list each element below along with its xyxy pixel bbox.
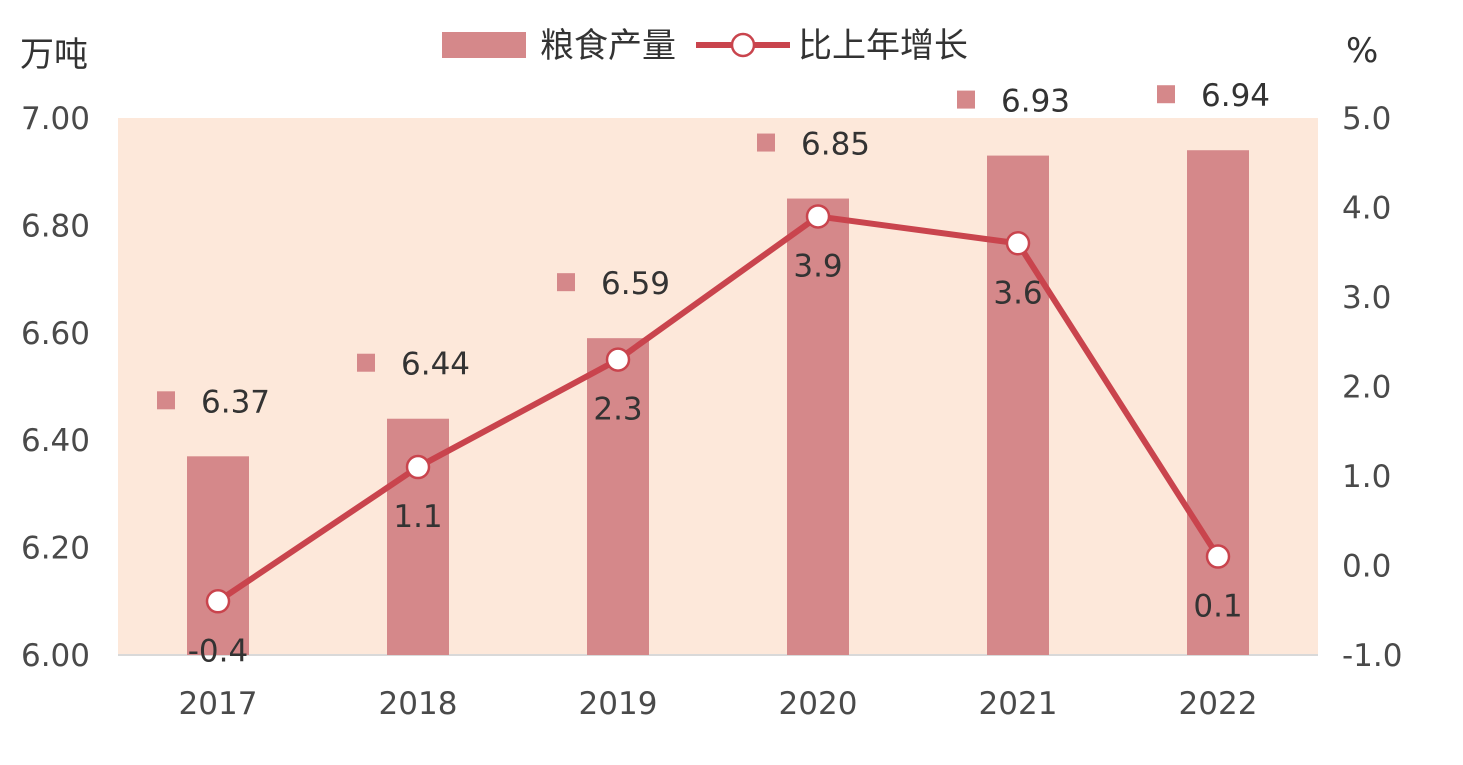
x-tick-label: 2020 — [779, 686, 858, 722]
right-tick-label: 5.0 — [1342, 101, 1391, 137]
bar-label-marker — [757, 133, 775, 152]
bar-label-marker — [1157, 85, 1175, 104]
bar-data-label: 6.93 — [1001, 84, 1070, 120]
bar-data-labels: 6.37 6.44 6.59 6.85 6.93 6.94 — [157, 78, 1270, 420]
left-tick-label: 7.00 — [21, 101, 90, 137]
right-tick-label: 4.0 — [1342, 191, 1391, 227]
line-series — [205, 204, 1231, 614]
line-point — [805, 204, 831, 229]
bar-label-marker — [957, 90, 975, 109]
line-data-labels: -0.4 1.1 2.3 3.9 3.6 0.1 — [188, 248, 1243, 669]
x-axis-ticks: 2017 2018 2019 2020 2021 2022 — [179, 686, 1258, 722]
right-tick-label: 3.0 — [1342, 280, 1391, 316]
bar — [187, 456, 249, 655]
legend: 粮食产量 比上年增长 — [442, 26, 968, 66]
right-axis-ticks: -1.0 0.0 1.0 2.0 3.0 4.0 5.0 — [1342, 101, 1403, 674]
bar-data-label: 6.59 — [601, 266, 670, 302]
plot-background — [118, 118, 1318, 655]
line-data-label: 2.3 — [593, 392, 642, 428]
left-tick-label: 6.00 — [21, 638, 90, 674]
left-tick-label: 6.80 — [21, 208, 90, 244]
right-tick-label: 0.0 — [1342, 549, 1391, 585]
bar-label-marker — [157, 391, 175, 410]
bar-series — [187, 150, 1249, 656]
x-tick-label: 2019 — [579, 686, 658, 722]
line-data-label: 1.1 — [393, 499, 442, 535]
left-axis-unit: 万吨 — [20, 35, 88, 75]
line-data-label: 0.1 — [1193, 589, 1242, 625]
line-point — [1205, 544, 1231, 569]
line-data-label: -0.4 — [188, 633, 249, 669]
bar-data-label: 6.37 — [201, 384, 270, 420]
bar — [1187, 150, 1249, 655]
bar-label-marker — [357, 353, 375, 372]
legend-bar-swatch — [442, 32, 526, 58]
legend-bar-label: 粮食产量 — [540, 26, 676, 66]
bar — [987, 155, 1049, 655]
growth-line — [215, 213, 1221, 605]
line-data-label: 3.6 — [993, 275, 1042, 311]
left-tick-label: 6.60 — [21, 316, 90, 352]
bar-data-label: 6.85 — [801, 127, 870, 163]
bar — [787, 198, 849, 656]
x-tick-label: 2018 — [379, 686, 458, 722]
left-axis-ticks: 6.00 6.20 6.40 6.60 6.80 7.00 — [21, 101, 90, 674]
legend-line-label: 比上年增长 — [798, 26, 968, 66]
right-tick-label: 1.0 — [1342, 459, 1391, 495]
legend-line-marker — [730, 32, 756, 58]
right-axis-unit: % — [1346, 31, 1378, 71]
bar-data-label: 6.44 — [401, 347, 470, 383]
bar-label-marker — [557, 273, 575, 292]
left-tick-label: 6.40 — [21, 423, 90, 459]
right-tick-label: -1.0 — [1342, 638, 1403, 674]
right-tick-label: 2.0 — [1342, 370, 1391, 406]
bar-data-label: 6.94 — [1201, 78, 1270, 114]
x-tick-label: 2017 — [179, 686, 258, 722]
line-point — [405, 454, 431, 480]
line-point — [605, 347, 631, 372]
line-point — [1005, 231, 1031, 256]
line-data-label: 3.9 — [793, 248, 842, 284]
left-tick-label: 6.20 — [21, 531, 90, 567]
x-tick-label: 2022 — [1179, 686, 1258, 722]
bar — [587, 338, 649, 655]
line-point — [205, 589, 231, 614]
x-tick-label: 2021 — [979, 686, 1058, 722]
